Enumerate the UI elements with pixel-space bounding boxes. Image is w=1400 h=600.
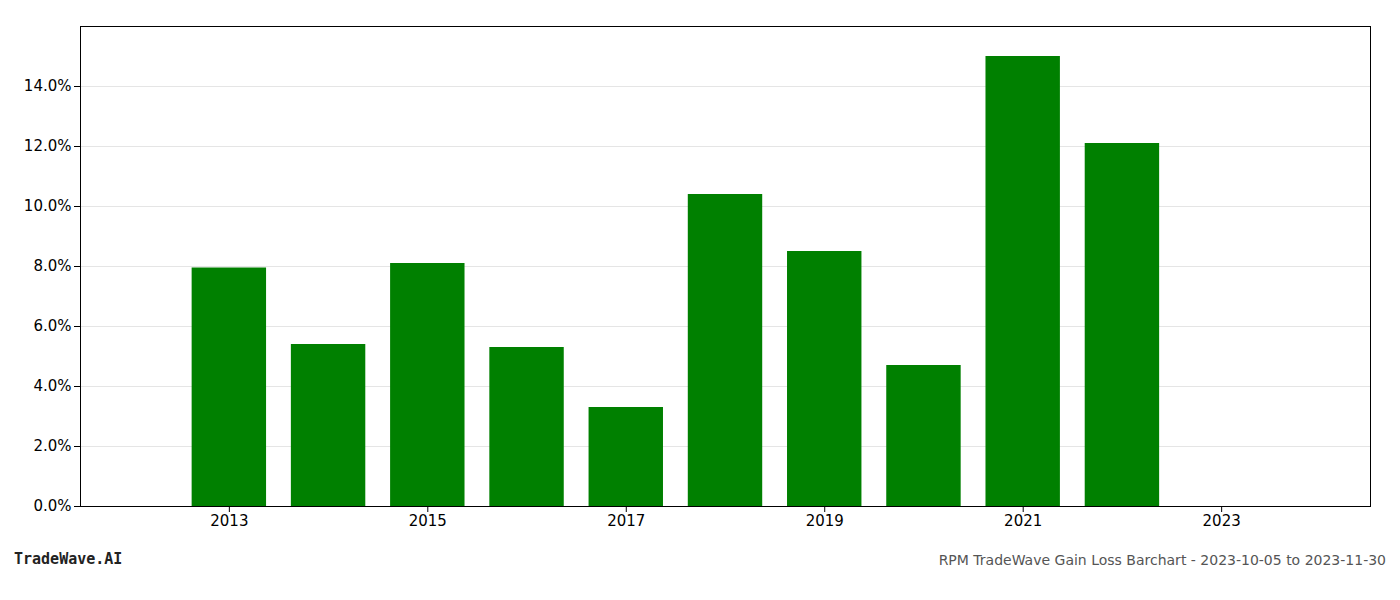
svg-text:2.0%: 2.0% (33, 437, 71, 455)
svg-text:4.0%: 4.0% (33, 377, 71, 395)
svg-text:2021: 2021 (1004, 512, 1042, 530)
html-text:TradeWave.AI: TradeWave.AI (14, 550, 123, 568)
svg-text:2013: 2013 (210, 512, 248, 530)
svg-text:6.0%: 6.0% (33, 317, 71, 335)
svg-text:0.0%: 0.0% (33, 497, 71, 515)
svg-text:2023: 2023 (1203, 512, 1241, 530)
svg-text:14.0%: 14.0% (24, 77, 72, 95)
html-text:RPM TradeWave Gain Loss Barcha: RPM TradeWave Gain Loss Barchart - 2023-… (938, 552, 1386, 568)
svg-text:10.0%: 10.0% (24, 197, 72, 215)
svg-text:8.0%: 8.0% (33, 257, 71, 275)
svg-text:2017: 2017 (607, 512, 645, 530)
svg-text:2015: 2015 (409, 512, 447, 530)
svg-text:12.0%: 12.0% (24, 137, 72, 155)
svg-text:2019: 2019 (806, 512, 844, 530)
